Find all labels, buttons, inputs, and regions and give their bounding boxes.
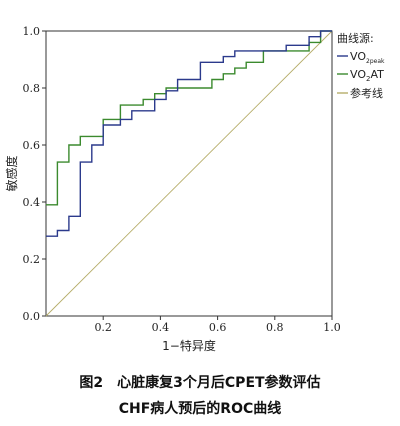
legend-entry-label: 参考线	[350, 86, 383, 100]
x-tick-label: 0.2	[94, 321, 112, 334]
x-tick-label: 1.0	[323, 321, 341, 334]
plot-frame	[45, 30, 333, 317]
legend-title: 曲线源:	[337, 31, 374, 45]
x-tick-label: 0.4	[152, 321, 170, 334]
x-tick-label: 0.6	[209, 321, 227, 334]
x-tick-label: 0.8	[266, 321, 284, 334]
y-tick-label: 0.2	[23, 253, 41, 266]
y-tick-label: 1.0	[23, 25, 41, 38]
roc-chart: 0.2 0.4 0.6 0.8 1.00.00.20.40.60.81.0 1−特异度 …	[4, 25, 385, 353]
y-tick-label: 0.6	[23, 139, 41, 152]
series-vo2at-line	[46, 30, 332, 206]
legend-entry-label: VO2AT	[350, 68, 384, 83]
y-axis-label: 敏感度	[4, 155, 19, 191]
y-tick-label: 0.0	[23, 310, 41, 323]
y-tick-label: 0.4	[23, 196, 41, 209]
series-vo2peak-line	[46, 30, 332, 237]
figure-caption-line-1: 图2 心脏康复3个月后CPET参数评估	[79, 375, 321, 391]
x-axis-label: 1−特异度	[162, 338, 216, 353]
plot-area: 0.2 0.4 0.6 0.8 1.0 0.0 0.2 0.4 0.6 0.8 1.0	[23, 25, 341, 334]
figure-caption-line-2: CHF病人预后的ROC曲线	[118, 401, 282, 417]
legend: 曲线源: VO2peak VO2AT 参考线	[337, 31, 385, 100]
legend-entry-label: VO2peak	[350, 50, 385, 65]
reference-line	[45, 30, 333, 317]
y-tick-label: 0.8	[23, 82, 41, 95]
